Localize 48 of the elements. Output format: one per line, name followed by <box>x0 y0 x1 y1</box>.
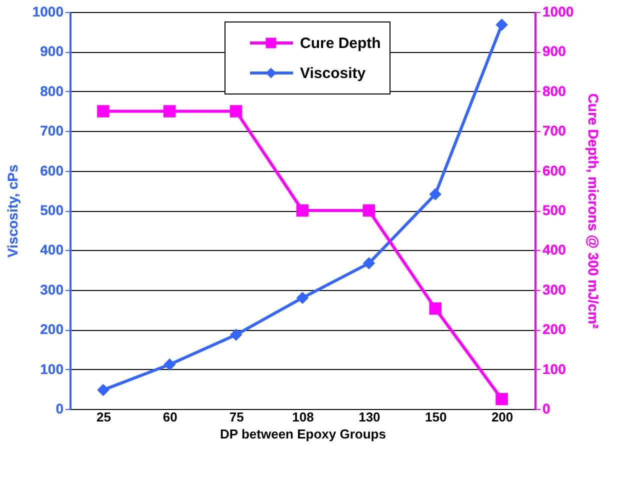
point <box>230 105 242 118</box>
y2-tick-label: 300 <box>542 281 566 298</box>
point <box>429 302 442 315</box>
y-tick-label: 700 <box>40 122 64 139</box>
legend-label: Viscosity <box>300 65 366 82</box>
y-tick-label: 1000 <box>32 4 64 20</box>
y2-tick-label: 400 <box>542 242 566 258</box>
point <box>296 204 309 217</box>
x-tick-label: 25 <box>96 410 111 424</box>
y-tick-label: 200 <box>40 321 64 338</box>
point <box>164 358 176 371</box>
y2-tick-label: 200 <box>542 321 566 338</box>
y2-tick-label: 900 <box>542 43 566 60</box>
point <box>164 105 176 118</box>
legend-label: Cure Depth <box>300 35 381 52</box>
y-tick-label: 800 <box>40 82 64 99</box>
y-tick-label: 0 <box>56 400 64 416</box>
x-tick-label: 75 <box>229 410 244 424</box>
y2-tick-label: 100 <box>542 360 566 377</box>
y2-axis-title: Cure Depth, microns @ 300 mJ/cm² <box>586 93 602 330</box>
y-tick-label: 500 <box>40 202 64 218</box>
point <box>230 328 242 341</box>
x-tick-label: 150 <box>425 410 447 424</box>
y2-tick-label: 600 <box>542 162 566 178</box>
y2-tick-label: 800 <box>542 82 566 99</box>
y2-tick-label: 1000 <box>542 4 574 20</box>
y-tick-label: 600 <box>40 162 64 178</box>
y-tick-label: 900 <box>40 43 64 60</box>
y-axis-title: Viscosity, cPs <box>4 164 20 258</box>
y-tick-label: 300 <box>40 281 64 298</box>
x-tick-label: 108 <box>292 410 314 424</box>
x-tick-label: 200 <box>491 410 514 424</box>
y-tick-label: 100 <box>40 360 64 377</box>
point <box>496 18 508 31</box>
x-tick-label: 130 <box>358 410 380 424</box>
y2-tick-label: 700 <box>542 122 566 139</box>
y2-tick-label: 0 <box>542 400 550 416</box>
point <box>362 204 376 217</box>
point <box>296 292 309 304</box>
y-tick-label: 400 <box>40 242 64 258</box>
point <box>97 384 110 396</box>
point <box>97 105 110 118</box>
point <box>496 392 508 406</box>
point <box>362 257 376 270</box>
x-axis-title: DP between Epoxy Groups <box>220 426 386 442</box>
x-tick-label: 60 <box>162 410 178 424</box>
y2-tick-label: 500 <box>542 202 566 218</box>
point <box>429 188 442 200</box>
